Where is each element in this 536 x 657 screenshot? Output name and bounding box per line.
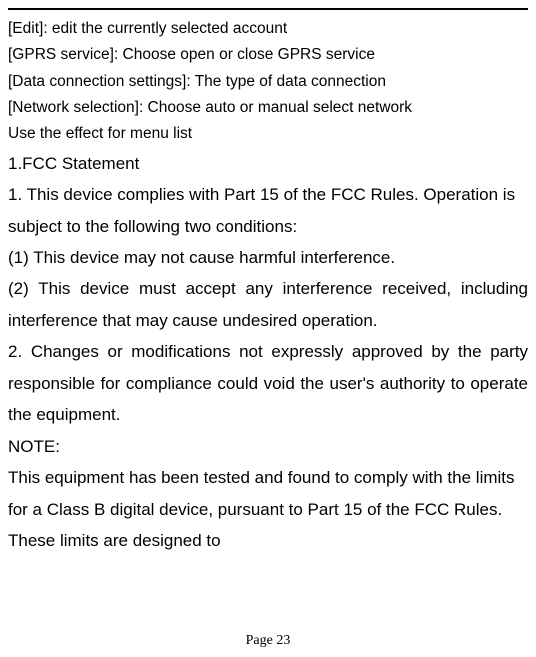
menu-item-network-selection: [Network selection]: Choose auto or manu…	[8, 95, 528, 121]
menu-item-edit: [Edit]: edit the currently selected acco…	[8, 16, 528, 42]
fcc-paragraph-3: 2. Changes or modifications not expressl…	[8, 336, 528, 430]
fcc-note-label: NOTE:	[8, 431, 528, 462]
fcc-paragraph-1: 1. This device complies with Part 15 of …	[8, 179, 528, 242]
fcc-paragraph-2: (2) This device must accept any interfer…	[8, 273, 528, 336]
page-number: Page 23	[0, 633, 536, 649]
document-content: [Edit]: edit the currently selected acco…	[0, 16, 536, 556]
document-page: [Edit]: edit the currently selected acco…	[0, 8, 536, 657]
fcc-line-1: (1) This device may not cause harmful in…	[8, 242, 528, 273]
top-divider	[8, 8, 528, 10]
fcc-heading: 1.FCC Statement	[8, 148, 528, 179]
menu-item-data-connection: [Data connection settings]: The type of …	[8, 69, 528, 95]
fcc-paragraph-4: This equipment has been tested and found…	[8, 462, 528, 556]
menu-item-gprs: [GPRS service]: Choose open or close GPR…	[8, 42, 528, 68]
menu-item-effect: Use the effect for menu list	[8, 121, 528, 147]
